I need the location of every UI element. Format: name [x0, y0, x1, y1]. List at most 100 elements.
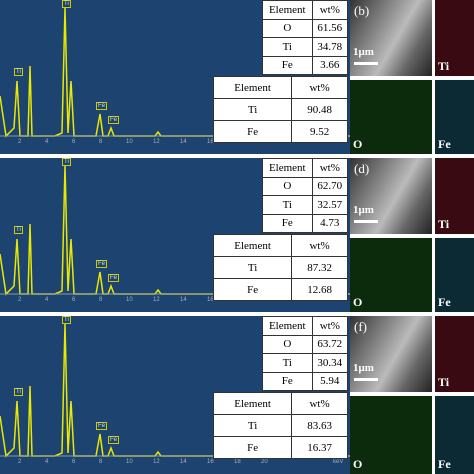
- peak-label: Fe: [108, 274, 120, 282]
- table-row: Fe 12.68: [212, 278, 348, 301]
- table-cell: 4.73: [311, 213, 349, 233]
- table-cell: 61.56: [311, 18, 349, 38]
- table-row: Fe 16.37: [212, 436, 348, 459]
- tick-label: 10: [126, 297, 133, 303]
- table-row: O 61.56: [262, 18, 349, 38]
- table-cell: Element: [262, 158, 313, 178]
- peak-label: Ti: [62, 0, 71, 8]
- wt-table: Element wt% O 63.72 Ti 30.34 Fe 5.94: [262, 316, 349, 391]
- table-cell: 90.48: [291, 98, 348, 121]
- wt-table: Element wt% O 62.70 Ti 32.57 Fe 4.73: [262, 158, 349, 233]
- scale-label: 1μm: [353, 362, 374, 374]
- tick-label: 2: [18, 459, 22, 465]
- table-cell: wt%: [311, 0, 349, 20]
- table-cell: 12.68: [291, 278, 348, 301]
- tick-label: 8: [99, 139, 103, 145]
- table-cell: 5.94: [311, 371, 349, 391]
- table-row: Element wt%: [212, 234, 348, 257]
- table-cell: 3.66: [311, 55, 349, 75]
- tick-label: 14: [180, 297, 187, 303]
- tick-label: 8: [99, 459, 103, 465]
- tick-label: 14: [180, 139, 187, 145]
- table-cell: wt%: [311, 158, 349, 178]
- table-cell: Element: [262, 316, 313, 336]
- element-map: Fe: [435, 80, 474, 154]
- tick-label: 14: [180, 459, 187, 465]
- map-label: O: [353, 295, 363, 309]
- wt-table: Element wt% Ti 90.48 Fe 9.52: [212, 76, 348, 143]
- table-cell: 87.32: [291, 256, 348, 279]
- tick-label: 8: [99, 297, 103, 303]
- table-cell: Element: [212, 234, 293, 257]
- table-cell: O: [262, 18, 313, 38]
- table-cell: 9.52: [291, 120, 348, 143]
- sem-image: (b) 1μm: [350, 0, 432, 76]
- peak-label: Fe: [96, 260, 108, 268]
- panel-label: (b): [354, 3, 370, 18]
- table-cell: 34.78: [311, 37, 349, 57]
- map-label: Fe: [438, 295, 451, 309]
- table-cell: 32.57: [311, 195, 349, 215]
- tick-label: 4: [45, 297, 49, 303]
- map-label: Ti: [438, 375, 450, 389]
- scale-bar: [354, 62, 378, 65]
- axis-unit: keV: [333, 459, 344, 465]
- element-map: Ti: [435, 158, 474, 234]
- scale-label: 1μm: [353, 204, 374, 216]
- table-row: Element wt%: [212, 392, 348, 415]
- tick-label: 20: [261, 459, 268, 465]
- tick-label: 16: [207, 297, 214, 303]
- peak-label: Fe: [108, 436, 120, 444]
- wt-table: Element wt% Ti 87.32 Fe 12.68: [212, 234, 348, 301]
- tick-label: 10: [126, 139, 133, 145]
- table-cell: Fe: [262, 213, 313, 233]
- table-row: O 62.70: [262, 176, 349, 196]
- tick-label: 6: [72, 139, 76, 145]
- table-cell: 62.70: [311, 176, 349, 196]
- table-cell: wt%: [291, 76, 348, 99]
- tick-label: 12: [153, 297, 160, 303]
- tick-label: 10: [126, 459, 133, 465]
- peak-label: Ti: [62, 158, 71, 166]
- table-cell: Ti: [212, 98, 293, 121]
- table-cell: Element: [212, 76, 293, 99]
- element-map: Fe: [435, 238, 474, 312]
- peak-label: Ti: [14, 388, 23, 396]
- table-row: Ti 32.57: [262, 195, 349, 215]
- peak-label: Ti: [14, 226, 23, 234]
- tick-label: 6: [72, 297, 76, 303]
- table-cell: 63.72: [311, 334, 349, 354]
- table-row: Ti 87.32: [212, 256, 348, 279]
- table-cell: Ti: [262, 353, 313, 373]
- table-row: Fe 3.66: [262, 55, 349, 75]
- table-cell: Element: [262, 0, 313, 20]
- tick-label: 12: [153, 459, 160, 465]
- table-cell: Fe: [212, 120, 293, 143]
- peak-label: Ti: [62, 316, 71, 324]
- peak-label: Fe: [108, 116, 120, 124]
- scale-bar: [354, 220, 378, 223]
- table-row: Fe 5.94: [262, 371, 349, 391]
- table-cell: 16.37: [291, 436, 348, 459]
- element-map: Ti: [435, 316, 474, 392]
- table-cell: Fe: [262, 55, 313, 75]
- table-row: Element wt%: [262, 0, 349, 20]
- sem-image: (d) 1μm: [350, 158, 432, 234]
- element-map: O: [350, 80, 432, 154]
- element-map: O: [350, 238, 432, 312]
- wt-table: Element wt% Ti 83.63 Fe 16.37: [212, 392, 348, 459]
- table-row: Element wt%: [262, 158, 349, 178]
- table-row: O 63.72: [262, 334, 349, 354]
- panel-label: (f): [354, 319, 367, 334]
- table-row: Fe 9.52: [212, 120, 348, 143]
- element-map: Ti: [435, 0, 474, 76]
- scale-bar: [354, 378, 378, 381]
- table-cell: Ti: [262, 37, 313, 57]
- table-cell: Ti: [212, 414, 293, 437]
- tick-label: 12: [153, 139, 160, 145]
- table-cell: Element: [212, 392, 293, 415]
- tick-label: 4: [45, 139, 49, 145]
- table-cell: Ti: [262, 195, 313, 215]
- table-cell: Fe: [262, 371, 313, 391]
- map-label: Fe: [438, 457, 451, 471]
